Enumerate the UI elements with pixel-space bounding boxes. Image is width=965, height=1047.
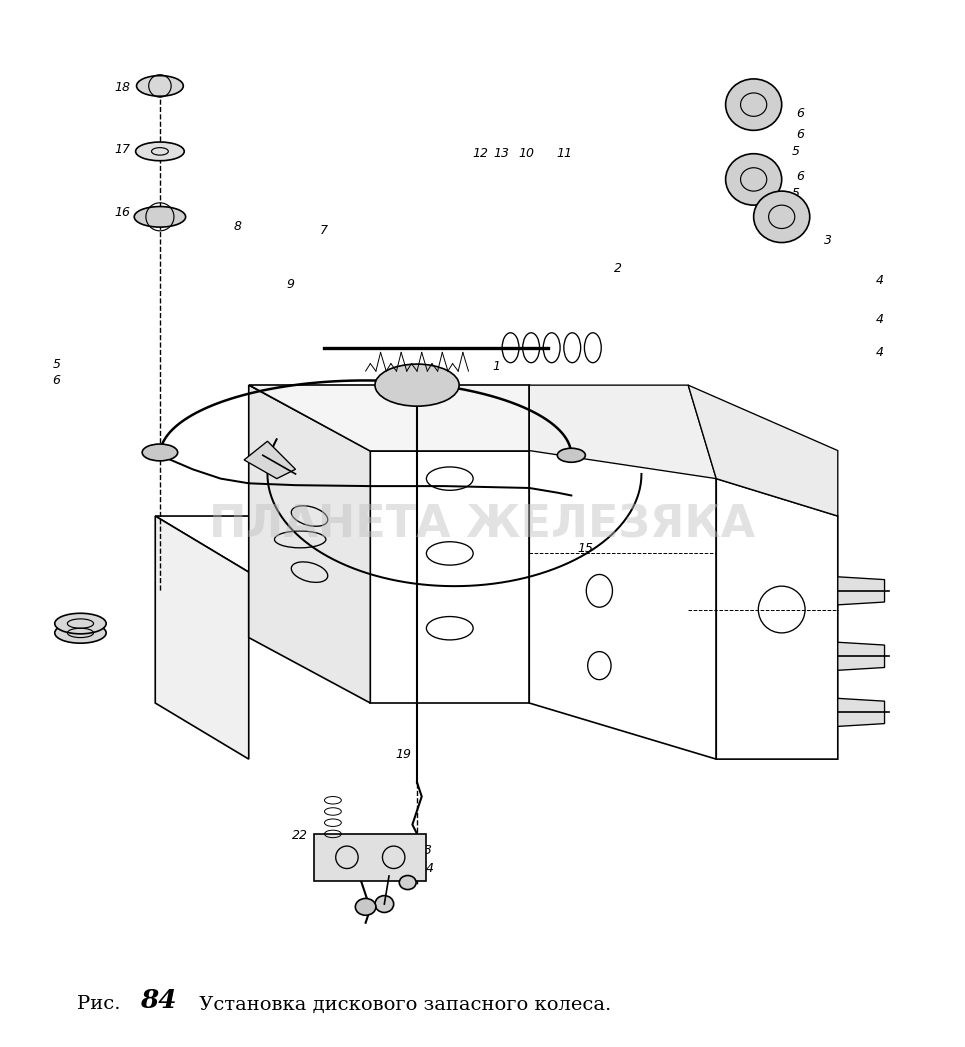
Text: 18: 18 [115,82,130,94]
Text: 5: 5 [791,144,800,158]
Text: 20: 20 [320,839,336,851]
Polygon shape [249,385,529,450]
Text: 21: 21 [342,868,358,881]
Polygon shape [529,385,716,759]
Polygon shape [838,642,885,670]
Ellipse shape [400,875,416,890]
Ellipse shape [55,614,106,633]
Text: Установка дискового запасного колеса.: Установка дискового запасного колеса. [193,996,611,1013]
Text: 17: 17 [115,143,130,156]
Polygon shape [529,385,716,478]
Polygon shape [155,516,622,572]
Text: 1: 1 [492,360,501,373]
Text: 14: 14 [419,862,434,875]
Text: 4: 4 [876,346,884,359]
Text: Рис.: Рис. [77,996,127,1013]
Ellipse shape [55,623,106,643]
Ellipse shape [375,895,394,913]
Polygon shape [838,698,885,727]
Text: 6: 6 [796,170,805,183]
Text: 6: 6 [796,108,805,120]
Ellipse shape [142,444,178,461]
Text: 6: 6 [796,128,805,141]
Polygon shape [716,478,838,759]
Text: 10: 10 [518,147,535,160]
Text: 13: 13 [493,147,510,160]
Text: 7: 7 [319,224,327,238]
Ellipse shape [137,75,183,96]
Polygon shape [371,450,529,703]
Text: 15: 15 [577,542,593,555]
Text: 4: 4 [876,313,884,327]
Ellipse shape [726,79,782,130]
Text: 9: 9 [287,277,295,291]
Polygon shape [244,441,295,478]
Text: 16: 16 [115,205,130,219]
Ellipse shape [375,364,459,406]
Text: 3: 3 [824,233,833,247]
Polygon shape [249,385,371,703]
Text: 4: 4 [876,274,884,287]
Text: 11: 11 [557,147,573,160]
Ellipse shape [558,448,586,463]
Bar [315,833,427,881]
Polygon shape [688,385,838,516]
Text: 84: 84 [140,988,177,1013]
Ellipse shape [136,142,184,161]
Text: 23: 23 [417,844,432,857]
Polygon shape [155,516,249,759]
Text: 19: 19 [395,748,411,761]
Text: ПЛАНЕТА ЖЕЛЕЗЯКА: ПЛАНЕТА ЖЕЛЕЗЯКА [209,504,756,547]
Polygon shape [838,577,885,605]
Text: 22: 22 [292,829,308,842]
Text: 8: 8 [234,220,241,232]
Ellipse shape [134,206,185,227]
Text: 5: 5 [791,187,800,200]
Text: 6: 6 [52,374,60,387]
Ellipse shape [355,898,376,915]
Text: 12: 12 [473,147,488,160]
Ellipse shape [754,192,810,243]
Ellipse shape [726,154,782,205]
Text: 5: 5 [53,358,61,371]
Text: 2: 2 [614,262,622,274]
